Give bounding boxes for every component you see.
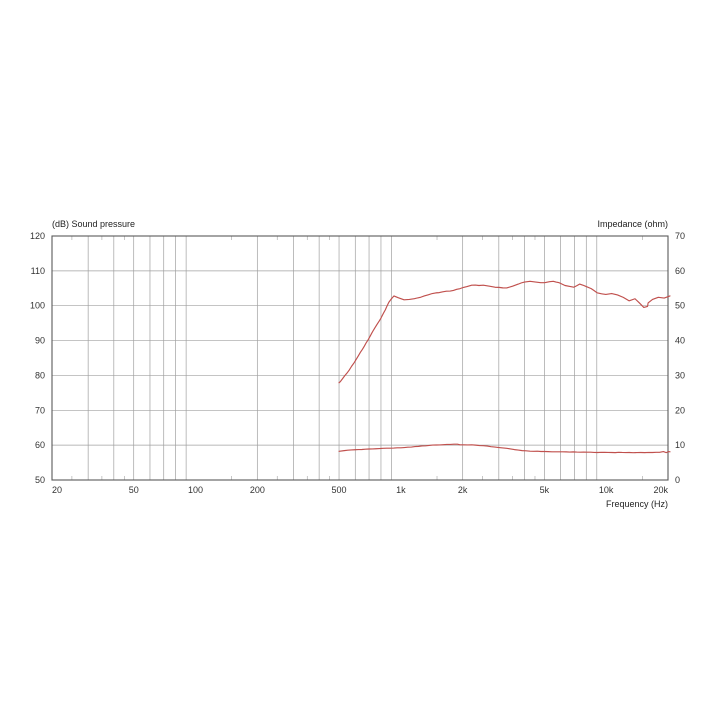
svg-text:20: 20 xyxy=(675,405,685,415)
svg-text:60: 60 xyxy=(675,266,685,276)
svg-text:50: 50 xyxy=(675,301,685,311)
svg-text:10: 10 xyxy=(675,440,685,450)
svg-text:Frequency (Hz): Frequency (Hz) xyxy=(606,499,668,509)
svg-text:100: 100 xyxy=(188,485,203,495)
svg-text:100: 100 xyxy=(30,301,45,311)
svg-text:50: 50 xyxy=(35,475,45,485)
svg-text:500: 500 xyxy=(332,485,347,495)
svg-text:0: 0 xyxy=(675,475,680,485)
svg-text:30: 30 xyxy=(675,370,685,380)
svg-text:Impedance (ohm): Impedance (ohm) xyxy=(597,219,668,229)
svg-text:(dB) Sound pressure: (dB) Sound pressure xyxy=(52,219,135,229)
svg-text:5k: 5k xyxy=(540,485,550,495)
svg-text:200: 200 xyxy=(250,485,265,495)
svg-text:50: 50 xyxy=(129,485,139,495)
svg-text:10k: 10k xyxy=(599,485,614,495)
svg-text:20: 20 xyxy=(52,485,62,495)
svg-text:70: 70 xyxy=(35,405,45,415)
svg-text:2k: 2k xyxy=(458,485,468,495)
svg-text:120: 120 xyxy=(30,231,45,241)
svg-text:90: 90 xyxy=(35,336,45,346)
svg-text:70: 70 xyxy=(675,231,685,241)
svg-text:60: 60 xyxy=(35,440,45,450)
svg-text:110: 110 xyxy=(31,266,45,276)
svg-text:20k: 20k xyxy=(653,485,668,495)
svg-text:40: 40 xyxy=(675,336,685,346)
svg-text:80: 80 xyxy=(35,370,45,380)
svg-text:1k: 1k xyxy=(396,485,406,495)
